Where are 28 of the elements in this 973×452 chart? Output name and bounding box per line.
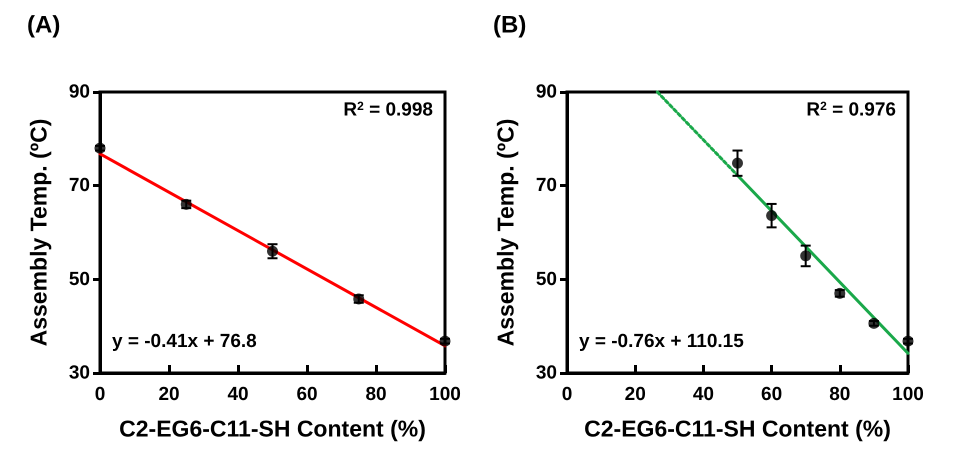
y-tick-label: 30: [536, 362, 557, 384]
x-tick-label: 0: [562, 384, 572, 405]
y-axis-title: Assembly Temp. (ºC): [26, 118, 52, 346]
annotation: y = -0.76x + 110.15: [579, 331, 744, 352]
y-tick-label: 30: [68, 362, 90, 384]
chart-title: (B): [493, 12, 526, 38]
x-tick-label: 40: [692, 384, 714, 405]
x-tick-label: 20: [624, 384, 646, 405]
y-tick-label: 50: [68, 268, 90, 290]
x-tick-label: 80: [365, 384, 387, 405]
x-tick-label: 60: [761, 384, 782, 405]
y-tick-label: 70: [68, 175, 90, 196]
y-tick-label: 90: [536, 82, 557, 102]
x-axis-title: C2-EG6-C11-SH Content (%): [119, 416, 426, 442]
y-tick-label: 90: [68, 82, 90, 102]
y-axis-title: Assembly Temp. (ºC): [492, 118, 518, 346]
x-tick-label: 40: [227, 384, 249, 405]
x-axis-title: C2-EG6-C11-SH Content (%): [584, 416, 891, 442]
x-tick-label: 100: [429, 384, 461, 405]
y-tick-label: 50: [536, 268, 557, 290]
x-tick-label: 0: [94, 384, 106, 405]
y-tick-label: 70: [536, 175, 557, 196]
x-tick-label: 20: [158, 384, 180, 405]
x-tick-label: 60: [296, 384, 318, 405]
x-tick-label: 80: [829, 384, 850, 405]
annotation: y = -0.41x + 76.8: [112, 331, 257, 352]
chart-title: (A): [27, 12, 60, 38]
x-tick-label: 100: [892, 384, 924, 405]
